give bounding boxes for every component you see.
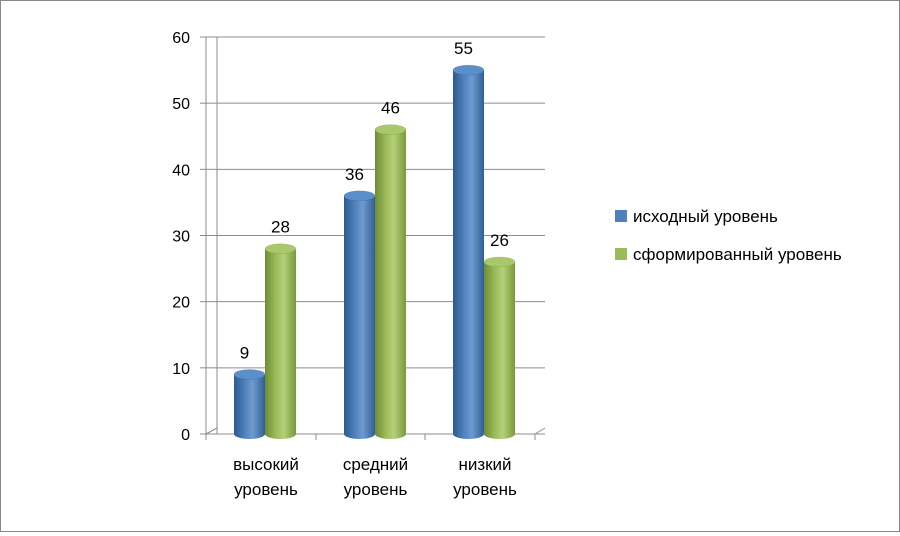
bar-top [374,124,407,135]
y-tick-label: 50 [172,96,190,113]
bar-body [484,261,515,439]
x-category-label: средний [343,455,408,474]
data-label: 9 [240,343,249,362]
y-tick-label: 0 [181,427,190,444]
bar-body [265,248,296,439]
bar-top [233,369,266,380]
bar-body [234,374,265,439]
data-labels: 9 36 55 28 46 26 [240,39,509,362]
bar-initial [233,369,266,439]
bar-top [452,64,485,76]
bar-top [483,256,516,268]
y-tick-label: 40 [172,162,190,179]
legend-swatch [615,210,627,222]
x-category-label: уровень [344,480,408,499]
bar-body [375,129,406,439]
bar-body [453,70,484,439]
data-label: 36 [345,165,364,184]
y-tick-label: 10 [172,361,190,378]
x-category-label: уровень [453,480,517,499]
floor-edge-right [534,427,546,435]
floor-edge-left [205,427,218,435]
y-tick-label: 30 [172,229,190,246]
y-tick-label: 60 [172,30,190,47]
bar-initial [452,64,485,439]
legend-swatch [615,248,627,260]
x-category-label: низкий [458,455,511,474]
bar-formed [483,256,516,439]
y-tick-label: 20 [172,295,190,312]
data-label: 28 [271,218,290,237]
data-label: 55 [454,39,473,58]
bar-top [264,243,297,254]
data-label: 46 [381,99,400,118]
bar-top [343,190,376,202]
bar-body [344,195,375,439]
legend-label: сформированный уровень [633,245,842,264]
bar-formed [374,124,407,439]
data-label: 26 [490,231,509,250]
legend-label: исходный уровень [633,207,778,226]
legend: исходный уровень сформированный уровень [615,207,842,264]
x-category-label: уровень [234,480,298,499]
bar-formed [264,243,297,439]
bars [233,64,516,439]
bar-initial [343,190,376,439]
x-category-label: высокий [233,455,299,474]
